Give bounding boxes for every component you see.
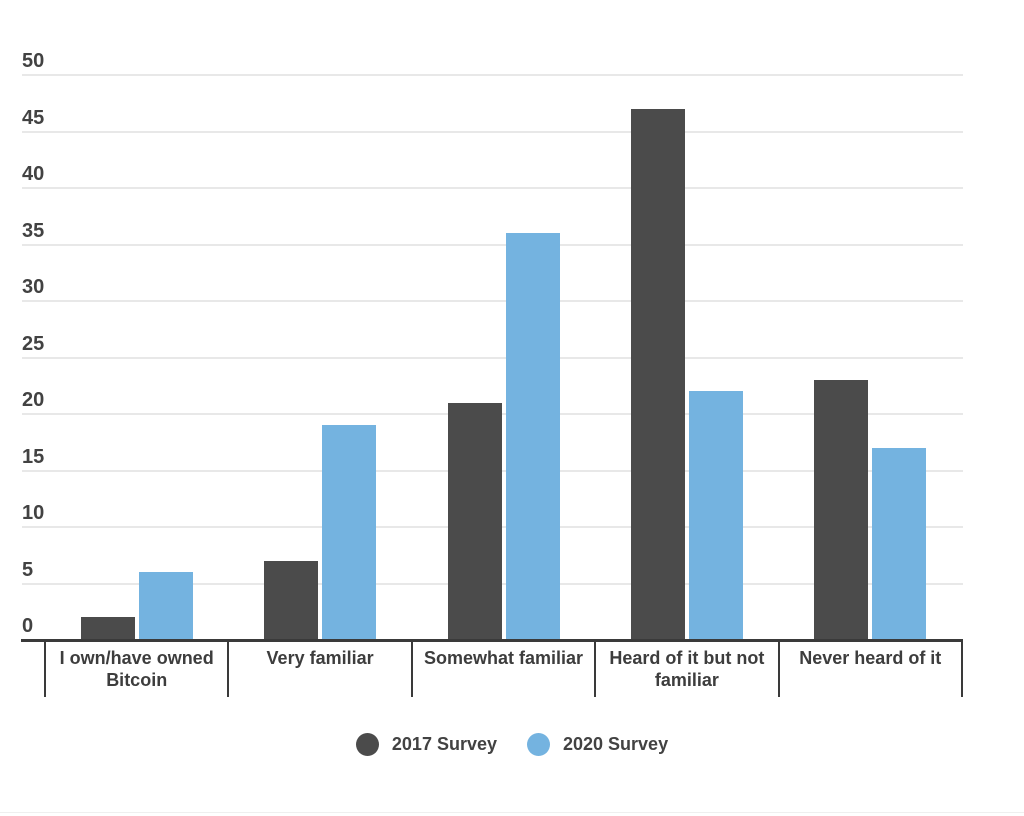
bar-s2017-1 — [80, 617, 135, 640]
y-axis-tick-label: 40 — [22, 163, 45, 185]
x-axis-category-label: Very familiar — [266, 648, 374, 668]
y-axis-tick-label: 30 — [22, 276, 45, 298]
category-separator — [594, 640, 597, 697]
legend-entry-2020: 2020 Survey — [527, 733, 668, 756]
bar-s2017-3 — [447, 402, 502, 640]
y-axis-tick-label: 15 — [22, 445, 45, 468]
bar-s2017-4 — [630, 108, 685, 640]
y-axis-tick-label: 50 — [22, 50, 45, 72]
legend-swatch-2017 — [355, 733, 379, 756]
x-axis-line — [21, 639, 963, 642]
bottom-divider — [0, 812, 1024, 813]
y-axis-tick-label: 10 — [22, 502, 45, 524]
y-axis-tick-label: 5 — [22, 558, 34, 581]
category-separator — [961, 640, 963, 697]
legend-label-2020: 2020 Survey — [563, 734, 669, 754]
gridline-30 — [22, 300, 963, 302]
x-axis-category-label: Somewhat familiar — [423, 648, 584, 668]
gridline-45 — [22, 130, 963, 133]
category-separator — [44, 640, 46, 697]
bar-s2017-5 — [814, 380, 869, 640]
chart-legend: 2017 Survey 2020 Survey — [0, 733, 1024, 756]
x-axis-category-label: Heard of it but not familiar — [609, 648, 765, 690]
gridline-35 — [22, 243, 963, 246]
y-axis-tick-label: 45 — [22, 106, 45, 129]
bar-s2020-5 — [872, 447, 927, 640]
legend-swatch-2020 — [527, 733, 550, 756]
category-separator — [410, 640, 413, 697]
bar-s2020-3 — [505, 233, 560, 640]
x-axis-category-label: Never heard of it — [799, 648, 942, 668]
gridline-40 — [22, 187, 963, 189]
y-axis-tick-label: 25 — [22, 332, 45, 355]
legend-label-2017: 2017 Survey — [391, 734, 497, 754]
gridline-25 — [22, 356, 963, 359]
y-axis-tick-label: 0 — [22, 615, 34, 637]
y-axis-tick-label: 35 — [22, 219, 45, 242]
bar-s2020-4 — [688, 391, 743, 640]
y-axis-tick-label: 20 — [22, 389, 45, 411]
bar-s2020-1 — [138, 572, 193, 640]
gridline-50 — [22, 74, 963, 76]
bar-s2020-2 — [322, 425, 377, 640]
category-separator — [777, 640, 780, 697]
bar-s2017-2 — [264, 560, 319, 640]
x-axis-category-label: I own/have owned Bitcoin — [59, 648, 214, 690]
category-separator — [227, 640, 230, 697]
legend-entry-2017: 2017 Survey — [355, 733, 497, 756]
